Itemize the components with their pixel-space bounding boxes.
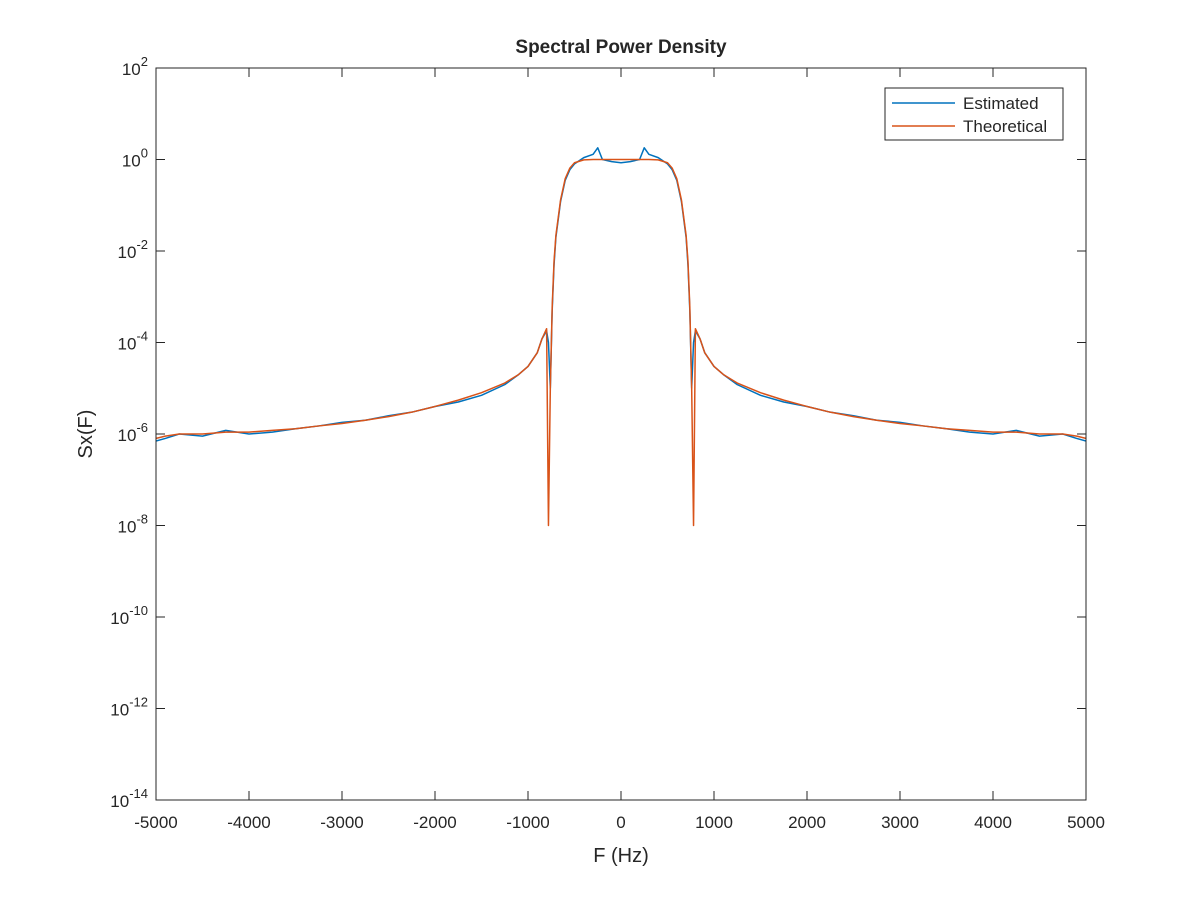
y-tick-label: 10-10: [110, 603, 148, 628]
x-tick-label: 2000: [788, 813, 826, 832]
y-tick-label: 10-2: [118, 237, 148, 262]
y-ticks: 10-14 10-12 10-10 10-8 10-6 10-4 10-2 100 102: [110, 54, 1086, 811]
legend-label-estimated: Estimated: [963, 94, 1039, 113]
x-tick-label: 1000: [695, 813, 733, 832]
y-tick-label: 10-12: [110, 695, 148, 720]
series-layer: [156, 147, 1086, 527]
y-tick-label: 10-4: [118, 329, 148, 354]
x-tick-label: -4000: [227, 813, 270, 832]
legend-box: [884, 87, 1064, 141]
x-axis-label: F (Hz): [593, 845, 649, 867]
y-axis-label: Sx(F): [75, 410, 97, 459]
x-tick-label: -1000: [506, 813, 549, 832]
x-ticks: -5000 -4000 -3000 -2000 -1000 0 1000 2000 3000 40…: [134, 68, 1105, 832]
x-tick-label: 4000: [974, 813, 1012, 832]
x-tick-label: 5000: [1067, 813, 1105, 832]
x-tick-label: -3000: [320, 813, 363, 832]
y-tick-label: 10-6: [118, 420, 148, 445]
x-tick-label: -2000: [413, 813, 456, 832]
x-tick-label: -5000: [134, 813, 177, 832]
series-line-theoretical: [156, 158, 1086, 527]
legend: Estimated Theoretical: [884, 87, 1064, 141]
y-tick-label: 10-8: [118, 512, 148, 537]
y-tick-label: 102: [122, 54, 148, 79]
x-tick-label: 0: [616, 813, 625, 832]
x-tick-label: 3000: [881, 813, 919, 832]
legend-label-theoretical: Theoretical: [963, 117, 1047, 136]
chart-title: Spectral Power Density: [515, 37, 727, 58]
y-tick-label: 100: [122, 146, 148, 171]
y-tick-label: 10-14: [110, 786, 148, 811]
plot-area: [156, 68, 1086, 800]
